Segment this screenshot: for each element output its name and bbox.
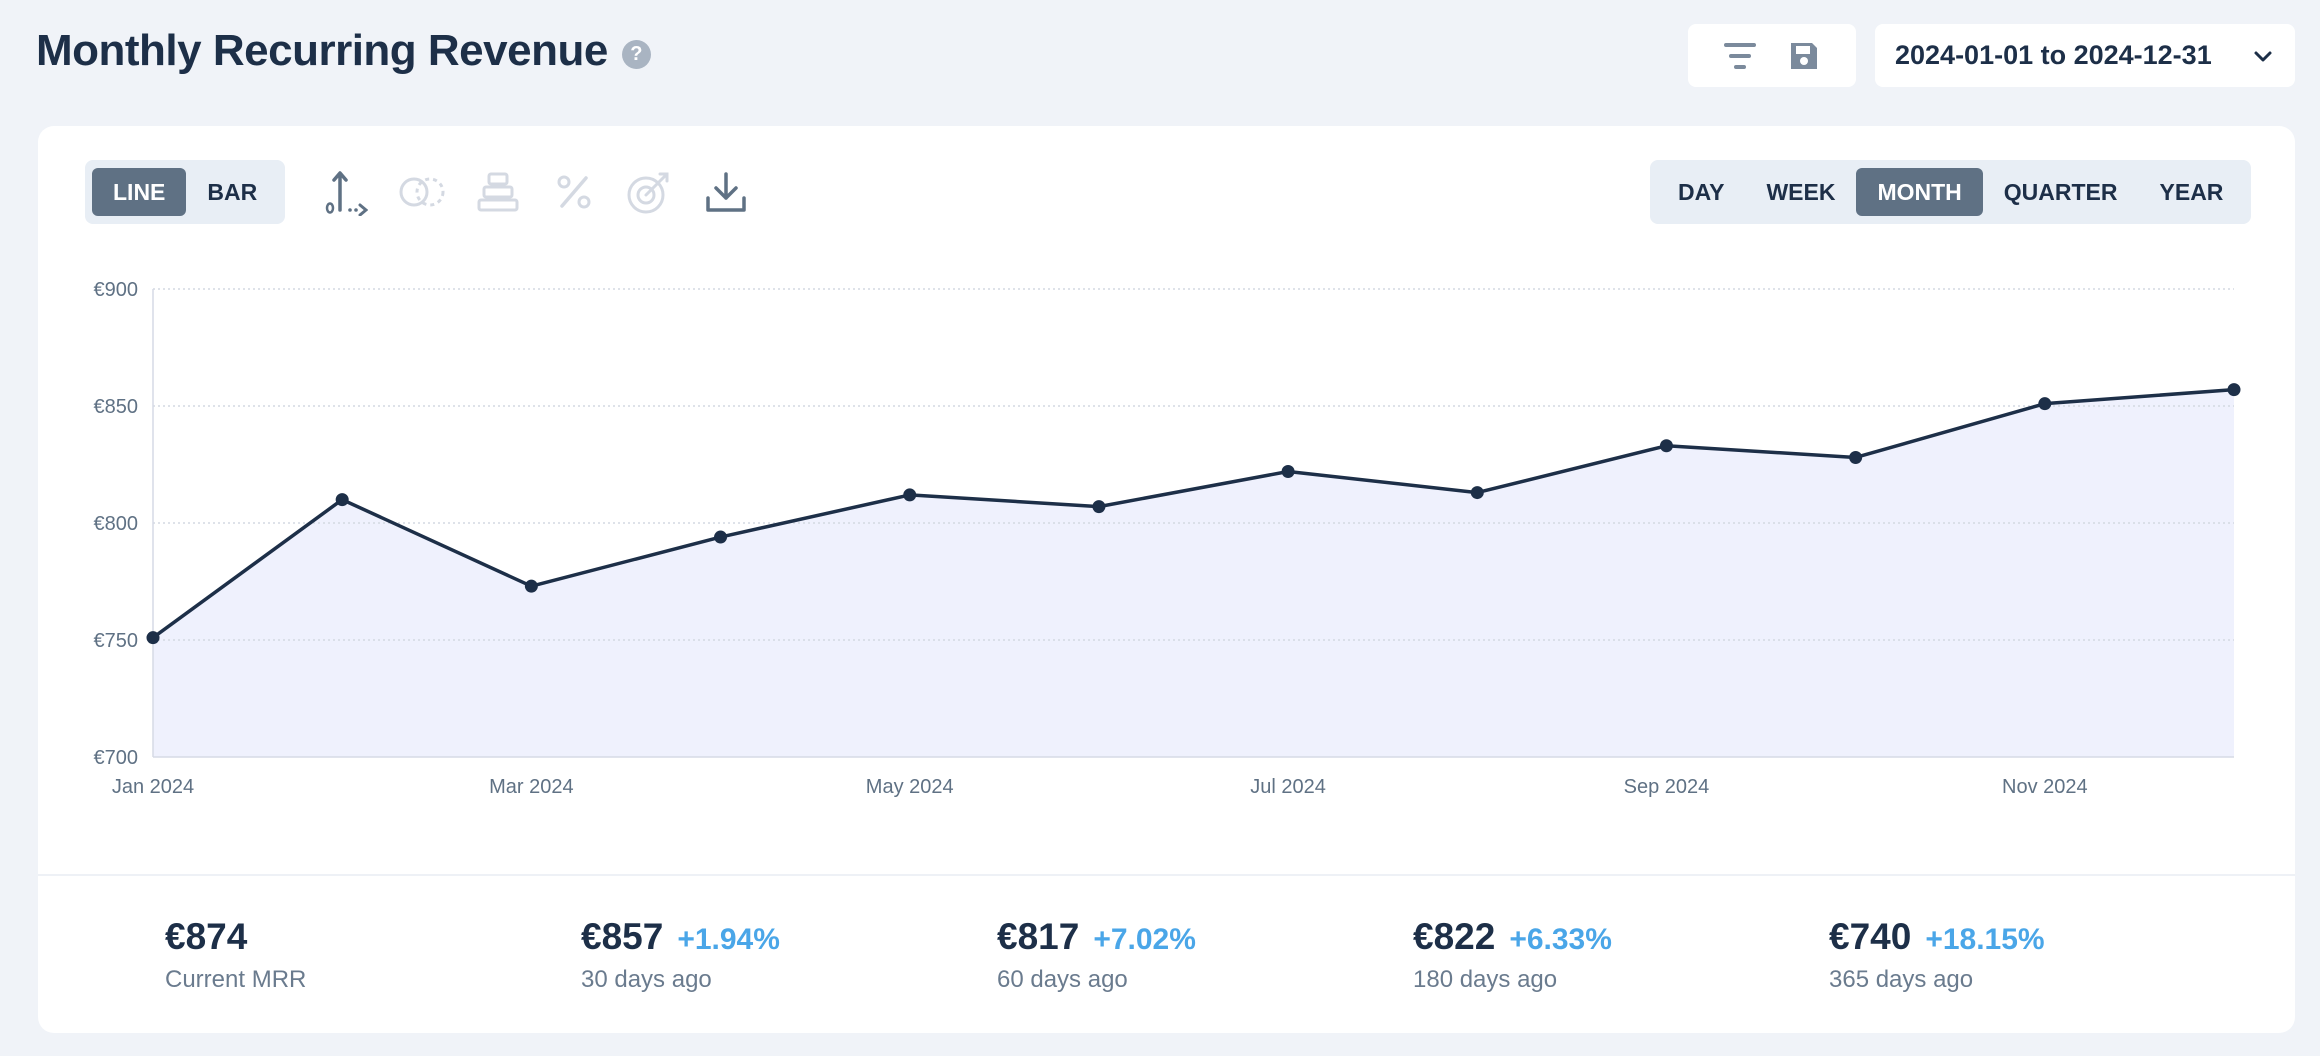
goal-icon[interactable] (624, 166, 676, 218)
stats-divider (38, 874, 2295, 876)
x-tick-label: Jan 2024 (112, 776, 194, 798)
y-tick-label: €900 (94, 279, 139, 301)
stat-change: +1.94% (677, 923, 780, 956)
data-point (1659, 439, 1673, 453)
stat-change: +7.02% (1093, 923, 1196, 956)
chart-tools (320, 162, 752, 222)
x-tick-label: Nov 2024 (2002, 776, 2088, 798)
y-tick-label: €700 (94, 747, 139, 769)
stat-30-days: €857 +1.94% 30 days ago (581, 916, 780, 994)
stat-value: €857 (581, 916, 664, 957)
chart-card: LINE BAR (38, 126, 2295, 1033)
data-point (146, 631, 160, 645)
data-point (2038, 397, 2052, 411)
stat-value: €874 (165, 916, 248, 957)
stat-label: 180 days ago (1413, 966, 1558, 993)
mrr-line-chart: €700 €750 €800 €850 €900 Jan 2024 Mar 2024 May … (94, 279, 2241, 798)
page-header: Monthly Recurring Revenue ? (36, 26, 651, 76)
data-point (1849, 450, 1863, 464)
stat-value: €740 (1829, 916, 1912, 957)
question-circle-icon[interactable]: ? (621, 39, 651, 69)
y-tick-label: €750 (94, 630, 139, 652)
stat-value: €822 (1413, 916, 1496, 957)
period-month[interactable]: MONTH (1856, 168, 1983, 216)
top-toolbar (1688, 24, 1856, 87)
data-point (1281, 465, 1295, 479)
stat-value: €817 (997, 916, 1080, 957)
download-icon[interactable] (700, 166, 752, 218)
y-tick-label: €850 (94, 396, 139, 418)
chart-type-line[interactable]: LINE (92, 168, 187, 216)
chart-type-bar[interactable]: BAR (207, 178, 258, 205)
period-year[interactable]: YEAR (2159, 178, 2224, 205)
area-fill (153, 389, 2234, 757)
data-point (714, 530, 728, 544)
chevron-down-icon (2253, 40, 2273, 71)
date-range-value: 2024-01-01 to 2024-12-31 (1895, 40, 2212, 70)
page-title: Monthly Recurring Revenue (36, 26, 608, 75)
filter-icon[interactable] (1720, 36, 1760, 76)
save-icon[interactable] (1784, 36, 1824, 76)
period-quarter[interactable]: QUARTER (2003, 178, 2118, 205)
x-tick-label: Sep 2024 (1624, 776, 1710, 798)
data-point (524, 579, 538, 593)
stat-label: Current MRR (165, 966, 307, 993)
axis-icon[interactable] (320, 166, 372, 218)
stat-current-mrr: €874 Current MRR (165, 916, 306, 994)
period-toggle: DAY WEEK MONTH QUARTER YEAR (1650, 160, 2252, 224)
x-tick-label: Mar 2024 (489, 776, 574, 798)
period-week[interactable]: WEEK (1766, 178, 1836, 205)
data-point (1470, 486, 1484, 500)
stat-180-days: €822 +6.33% 180 days ago (1413, 916, 1612, 994)
data-point (335, 493, 349, 507)
date-range-select[interactable]: 2024-01-01 to 2024-12-31 (1875, 24, 2295, 87)
x-tick-label: Jul 2024 (1250, 776, 1326, 798)
stat-365-days: €740 +18.15% 365 days ago (1829, 916, 2045, 994)
compare-icon[interactable] (396, 166, 448, 218)
y-tick-label: €800 (94, 513, 139, 535)
percent-icon[interactable] (548, 166, 600, 218)
stat-60-days: €817 +7.02% 60 days ago (997, 916, 1196, 994)
stat-change: +18.15% (1925, 923, 2045, 956)
chart-type-toggle: LINE BAR (85, 160, 286, 224)
stat-label: 60 days ago (997, 966, 1128, 993)
data-point (2227, 383, 2241, 397)
series-line (151, 387, 2235, 640)
stack-icon[interactable] (472, 166, 524, 218)
period-day[interactable]: DAY (1678, 178, 1725, 205)
stat-change: +6.33% (1509, 923, 1612, 956)
stat-label: 365 days ago (1829, 966, 1974, 993)
data-point (903, 488, 917, 502)
stat-label: 30 days ago (581, 966, 712, 993)
x-tick-label: May 2024 (866, 776, 954, 798)
data-point (1092, 500, 1106, 514)
